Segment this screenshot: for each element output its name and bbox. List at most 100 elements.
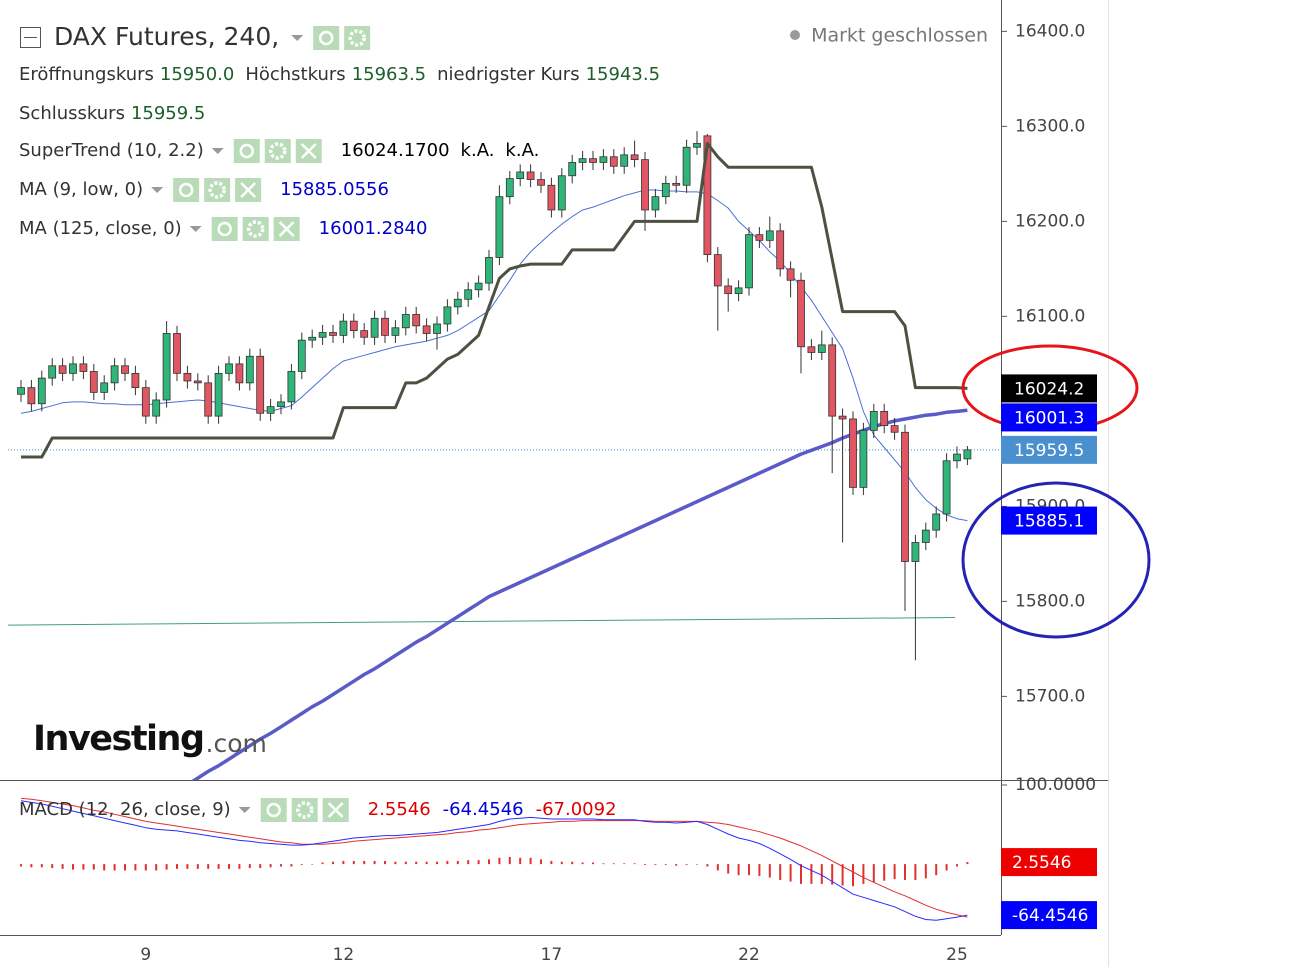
candle-body: [630, 154, 639, 161]
histogram-bar: [30, 864, 33, 868]
x-tick-label: 17: [541, 945, 563, 965]
histogram-bar: [186, 864, 189, 869]
histogram-bar: [436, 861, 438, 865]
histogram-bar: [602, 863, 605, 865]
candle-body: [578, 158, 587, 163]
legend-caret: [238, 807, 251, 813]
candle-body: [225, 363, 233, 374]
candle-body: [339, 320, 348, 336]
candle-body: [526, 171, 535, 180]
candle-body: [162, 333, 171, 401]
candle-body: [911, 542, 920, 562]
candle-body: [329, 332, 337, 336]
histogram-bar: [51, 864, 54, 869]
candle-body: [152, 399, 161, 417]
histogram-bar: [342, 860, 345, 865]
histogram-bar: [352, 860, 355, 865]
candle-body: [547, 184, 556, 211]
candle-body: [412, 314, 421, 327]
histogram-bar: [332, 861, 334, 865]
legend-icon-glyph: [327, 802, 344, 818]
histogram-bar: [893, 864, 896, 880]
legend-icon-glyph: [239, 143, 254, 159]
legend-icon-glyph: [217, 221, 232, 237]
histogram-bar: [758, 864, 761, 876]
histogram-bar: [467, 860, 470, 865]
legend-caret: [189, 226, 202, 232]
histogram-bar: [113, 864, 116, 871]
candle-body: [131, 372, 140, 389]
legend-icon: [233, 139, 260, 163]
candle-body: [776, 230, 785, 270]
price-pane: [7, 131, 1001, 780]
histogram-bar: [675, 864, 678, 866]
histogram-bar: [904, 864, 906, 880]
y-tick-label: 15700.0: [1015, 686, 1085, 706]
candle-body: [266, 406, 275, 414]
candle-body: [422, 325, 431, 334]
legend-icon-glyph: [295, 801, 314, 819]
candle-body: [58, 365, 67, 374]
histogram-bar: [592, 862, 594, 865]
legend-icon-glyph: [318, 30, 334, 46]
indicator-readout: k.A.: [505, 140, 539, 161]
collapse-button[interactable]: [20, 27, 41, 48]
indicator-readout: -67.0092: [536, 799, 617, 820]
histogram-bar: [612, 863, 615, 865]
histogram-bar: [269, 864, 272, 868]
histogram-bar: [20, 864, 22, 867]
macd-pane: [20, 797, 969, 921]
candle-body: [516, 171, 525, 180]
histogram-bar: [935, 864, 938, 876]
candle-body: [474, 282, 483, 291]
histogram-bar: [956, 864, 958, 867]
candle-body: [755, 234, 764, 241]
histogram-bar: [498, 857, 501, 865]
legend-icon-glyph: [300, 143, 317, 159]
candle-body: [932, 513, 941, 531]
supertrend-line: [21, 142, 968, 459]
candle-body: [287, 371, 296, 403]
candle-body: [568, 162, 577, 177]
histogram-bar: [966, 862, 969, 865]
histogram-bar: [644, 864, 646, 865]
price-marker-label: 15959.5: [1014, 441, 1084, 461]
histogram-bar: [831, 864, 834, 885]
candle-body: [401, 314, 410, 329]
histogram-bar: [124, 864, 126, 871]
indicator-line: [191, 408, 968, 780]
candle-body: [672, 182, 681, 186]
candle-body: [693, 143, 701, 148]
candle-body: [713, 254, 722, 287]
histogram-bar: [404, 861, 407, 865]
indicator-readout: 16001.2840: [319, 218, 428, 239]
candle-body: [765, 230, 774, 241]
candle-body: [433, 323, 441, 334]
candle-body: [869, 410, 878, 431]
legend-icon-glyph: [240, 182, 257, 198]
histogram-bar: [841, 864, 844, 886]
price-marker: [1001, 901, 1097, 930]
candle-body: [620, 154, 629, 167]
histogram-bar: [446, 860, 449, 865]
candle-body: [838, 415, 847, 420]
price-marker: [1001, 435, 1097, 464]
candle-body: [921, 529, 930, 543]
candle-body: [17, 387, 25, 395]
histogram-bar: [228, 864, 230, 869]
candle-body: [453, 298, 462, 308]
signal-line: [20, 797, 968, 918]
candle-body: [110, 365, 119, 384]
histogram-bar: [862, 864, 865, 884]
macd-line: [20, 800, 968, 921]
histogram-bar: [165, 864, 168, 870]
x-tick-label: 22: [738, 945, 760, 965]
candle-body: [89, 371, 98, 393]
ohlc-value: 15943.5: [586, 64, 660, 85]
legend-icon: [173, 178, 200, 202]
histogram-bar: [207, 864, 210, 869]
histogram-bar: [727, 864, 730, 874]
candle-body: [880, 410, 889, 427]
histogram-bar: [394, 861, 397, 865]
legend-icon-glyph: [246, 220, 265, 238]
